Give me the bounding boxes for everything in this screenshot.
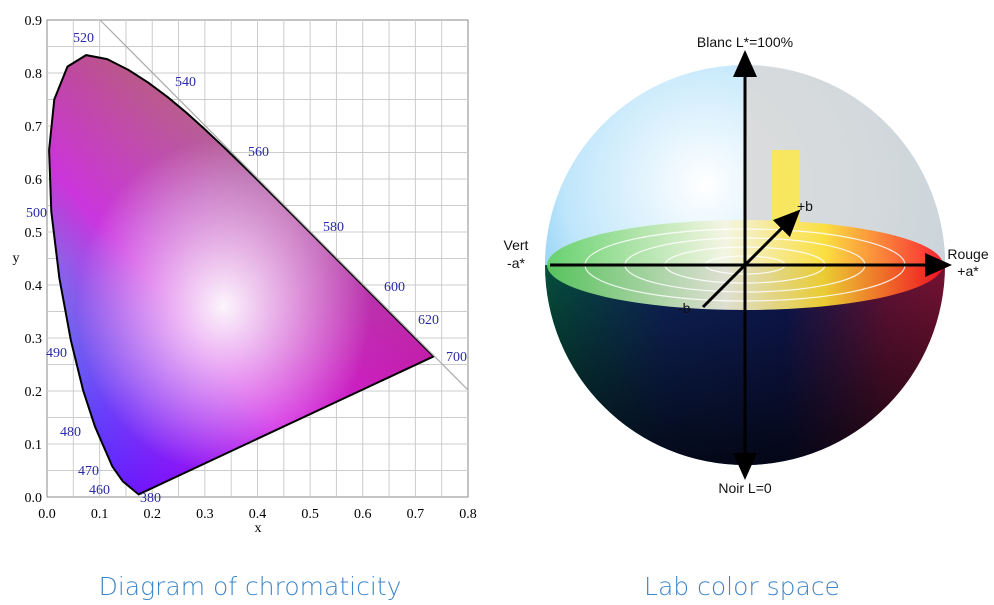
left-label: Vert	[504, 237, 529, 253]
right-axis-label: +a*	[957, 263, 979, 279]
y-tick-label: 0.0	[25, 491, 43, 506]
figure: 0.0 0.1 0.2 0.3 0.4 0.5 0.6 0.7 0.8 0.0 0.1 0.2 0.3 0…	[0, 0, 994, 605]
wavelength-label: 540	[175, 75, 196, 90]
wavelength-label: 490	[46, 346, 67, 361]
x-tick-label: 0.6	[354, 507, 372, 522]
x-tick-label: 0.1	[91, 507, 109, 522]
y-axis-label: y	[13, 251, 20, 266]
x-axis-label: x	[255, 521, 262, 536]
y-tick-label: 0.9	[25, 14, 43, 29]
x-tick-label: 0.0	[38, 507, 56, 522]
wavelength-label: 480	[60, 425, 81, 440]
left-axis-label: -a*	[507, 255, 525, 271]
x-tick-label: 0.5	[301, 507, 319, 522]
y-tick-label: 0.7	[25, 120, 43, 135]
wavelength-label: 470	[78, 464, 99, 479]
wavelength-label: 560	[248, 145, 269, 160]
x-tick-label: 0.3	[196, 507, 214, 522]
x-tick-label: 0.2	[144, 507, 162, 522]
y-tick-label: 0.6	[25, 173, 43, 188]
wavelength-label: 500	[26, 206, 47, 221]
lab-color-space: Blanc L*=100% Noir L=0 Vert -a* Rouge +a…	[504, 34, 989, 601]
right-label: Rouge	[947, 246, 988, 262]
y-tick-label: 0.1	[25, 438, 43, 453]
x-tick-label: 0.7	[407, 507, 425, 522]
y-tick-label: 0.8	[25, 67, 43, 82]
wavelength-label: 460	[89, 483, 110, 498]
caption: Diagram of chromaticity	[99, 572, 402, 601]
top-label: Blanc L*=100%	[697, 34, 793, 50]
plus-b-label: +b	[797, 198, 813, 214]
bottom-label: Noir L=0	[718, 480, 772, 496]
y-tick-label: 0.3	[25, 332, 43, 347]
y-tick-label: 0.5	[25, 226, 43, 241]
caption: Lab color space	[644, 572, 840, 601]
y-tick-label: 0.2	[25, 385, 43, 400]
wavelength-label: 520	[73, 31, 94, 46]
y-tick-label: 0.4	[25, 279, 43, 294]
x-tick-label: 0.8	[459, 507, 477, 522]
wavelength-label: 380	[140, 491, 161, 506]
wavelength-label: 700	[446, 350, 467, 365]
chromaticity-diagram: 0.0 0.1 0.2 0.3 0.4 0.5 0.6 0.7 0.8 0.0 0.1 0.2 0.3 0…	[13, 14, 477, 601]
page: 0.0 0.1 0.2 0.3 0.4 0.5 0.6 0.7 0.8 0.0 0.1 0.2 0.3 0…	[0, 0, 994, 605]
minus-b-label: -b	[678, 300, 691, 316]
x-tick-label: 0.4	[249, 507, 267, 522]
wavelength-label: 620	[418, 313, 439, 328]
wavelength-label: 600	[384, 280, 405, 295]
wavelength-label: 580	[323, 220, 344, 235]
